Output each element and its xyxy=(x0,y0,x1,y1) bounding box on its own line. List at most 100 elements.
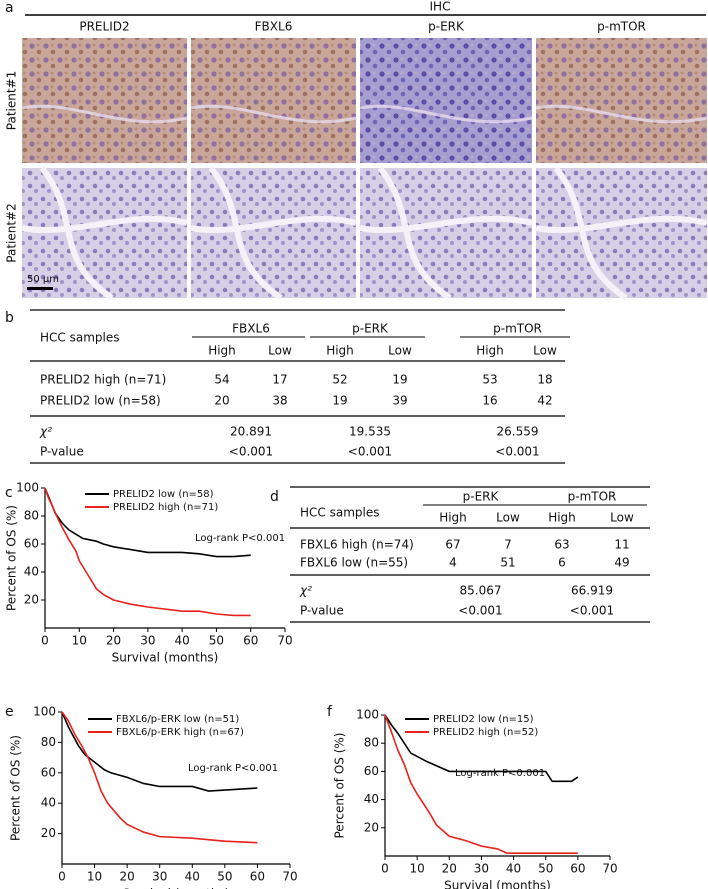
y-tick-label: 100 xyxy=(16,481,39,495)
cell: <0.001 xyxy=(229,445,273,459)
survival-curve xyxy=(384,714,579,783)
tissue-septum xyxy=(359,104,533,124)
cell: 63 xyxy=(554,538,569,552)
x-axis-label: Survival (months) xyxy=(112,651,219,665)
survival-curve xyxy=(384,714,578,854)
legend-label: PRELID2 high (n=71) xyxy=(113,502,218,513)
y-tick-label: 20 xyxy=(41,826,56,840)
cell: 6 xyxy=(558,556,566,570)
cell: 51 xyxy=(500,556,515,570)
tissue-septum xyxy=(190,166,357,301)
x-tick-label: 50 xyxy=(209,634,224,648)
x-tick-label: 0 xyxy=(41,634,49,648)
survival-curve xyxy=(61,711,258,844)
cell: 67 xyxy=(445,538,460,552)
x-tick-label: 50 xyxy=(538,862,553,876)
survival-curve xyxy=(61,711,258,792)
y-tick-label: 80 xyxy=(364,736,379,750)
table-header: HCC samples xyxy=(40,331,119,345)
cell: 18 xyxy=(537,373,552,387)
sub-header: Low xyxy=(496,511,520,525)
cell: <0.001 xyxy=(570,604,614,618)
x-tick-label: 70 xyxy=(277,634,292,648)
cell: 53 xyxy=(482,373,497,387)
tissue-septum xyxy=(190,104,357,124)
row-label: FBXL6 low (n=55) xyxy=(300,556,408,570)
annotation: Log-rank P<0.001 xyxy=(188,763,278,774)
cell: <0.001 xyxy=(348,445,392,459)
row-label: PRELID2 low (n=58) xyxy=(40,394,161,408)
y-tick-label: 40 xyxy=(41,796,56,810)
x-tick-label: 40 xyxy=(175,634,190,648)
panel-label: d xyxy=(270,489,279,505)
cell: 19 xyxy=(332,394,347,408)
column-label: FBXL6 xyxy=(255,20,293,34)
x-axis-label: Survival (months) xyxy=(123,887,230,889)
cell: 20 xyxy=(214,394,229,408)
y-axis-label: Percent of OS (%) xyxy=(9,735,23,841)
group-header: p-ERK xyxy=(463,490,500,504)
sub-header: Low xyxy=(388,344,412,358)
sub-header: High xyxy=(548,511,576,525)
y-tick-label: 60 xyxy=(41,765,56,779)
annotation: Log-rank P<0.001 xyxy=(195,533,285,544)
column-label: p-ERK xyxy=(428,20,465,34)
sub-header: High xyxy=(439,511,467,525)
ihc-image xyxy=(536,168,707,298)
sub-header: High xyxy=(326,344,354,358)
y-tick-label: 60 xyxy=(24,537,39,551)
scale-bar-label: 50 μm xyxy=(27,274,59,285)
cell: <0.001 xyxy=(495,445,539,459)
row-label: P-value xyxy=(300,604,344,618)
x-tick-label: 10 xyxy=(72,634,87,648)
cell: 19 xyxy=(392,373,407,387)
row-label: χ² xyxy=(299,584,312,598)
row-label: PRELID2 high (n=71) xyxy=(40,373,166,387)
cell: 38 xyxy=(272,394,287,408)
cell: 49 xyxy=(614,556,629,570)
panel-label: c xyxy=(5,485,13,501)
cell: 54 xyxy=(214,373,229,387)
survival-curve xyxy=(44,487,251,558)
ihc-image xyxy=(360,168,532,298)
x-tick-label: 20 xyxy=(106,634,121,648)
column-label: p-mTOR xyxy=(597,20,646,34)
y-tick-label: 60 xyxy=(364,764,379,778)
legend-label: PRELID2 low (n=15) xyxy=(433,714,534,725)
y-tick-label: 40 xyxy=(364,792,379,806)
sub-header: Low xyxy=(268,344,292,358)
group-header: p-ERK xyxy=(352,322,389,336)
ihc-image xyxy=(360,38,532,163)
y-axis-label: Percent of OS (%) xyxy=(5,505,19,611)
survival-curve xyxy=(44,487,251,617)
cell: <0.001 xyxy=(458,604,502,618)
sub-header: Low xyxy=(610,511,634,525)
annotation: Log-rank P<0.001 xyxy=(455,768,545,779)
x-tick-label: 40 xyxy=(185,870,200,884)
y-tick-label: 20 xyxy=(24,593,39,607)
cell: 17 xyxy=(272,373,287,387)
panel-label: a xyxy=(5,0,14,16)
cell: 19.535 xyxy=(349,425,391,439)
x-tick-label: 70 xyxy=(282,870,297,884)
x-tick-label: 20 xyxy=(120,870,135,884)
x-tick-label: 30 xyxy=(474,862,489,876)
x-tick-label: 30 xyxy=(140,634,155,648)
panel-label: b xyxy=(5,310,14,326)
cell: 4 xyxy=(449,556,457,570)
sub-header: Low xyxy=(533,344,557,358)
x-tick-label: 70 xyxy=(602,862,617,876)
cell: 39 xyxy=(392,394,407,408)
legend-label: PRELID2 high (n=52) xyxy=(433,727,538,738)
row-label: Patient#2 xyxy=(5,203,19,262)
cell: 52 xyxy=(332,373,347,387)
panel-label: e xyxy=(5,704,14,720)
group-header: FBXL6 xyxy=(232,322,270,336)
x-tick-label: 60 xyxy=(243,634,258,648)
x-tick-label: 60 xyxy=(250,870,265,884)
tissue-septum xyxy=(535,166,708,301)
x-tick-label: 60 xyxy=(570,862,585,876)
x-tick-label: 40 xyxy=(506,862,521,876)
ihc-image xyxy=(22,38,187,163)
sub-header: High xyxy=(208,344,236,358)
